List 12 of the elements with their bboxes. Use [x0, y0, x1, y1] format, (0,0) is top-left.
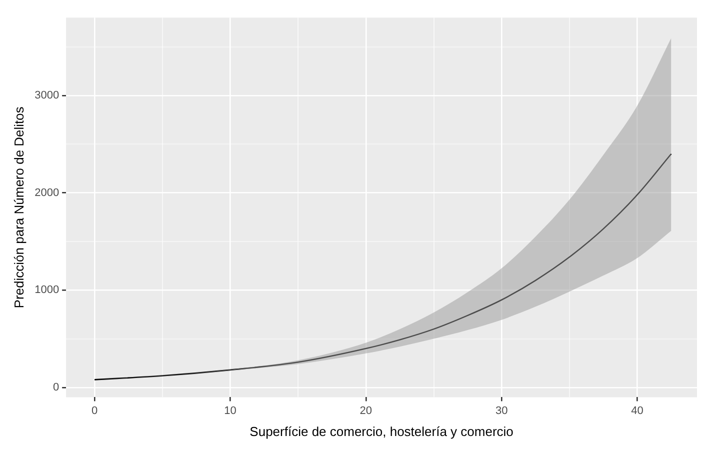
x-tick-label: 10 [224, 404, 236, 417]
line-series [94, 153, 672, 380]
x-axis-title: Superfície de comercio, hostelería y comercio [250, 424, 514, 439]
y-axis-title: Predicción para Número de Delitos [11, 106, 26, 308]
x-tick-label: 20 [360, 404, 372, 417]
y-tick-label: 2000 [34, 186, 60, 199]
x-tick-label: 40 [631, 404, 644, 417]
x-tick-label: 0 [92, 404, 98, 417]
y-tick-label: 1000 [34, 284, 60, 296]
y-tick-label: 0 [52, 382, 60, 394]
y-tick-label: 3000 [34, 90, 60, 102]
x-tick-label: 30 [495, 404, 508, 417]
